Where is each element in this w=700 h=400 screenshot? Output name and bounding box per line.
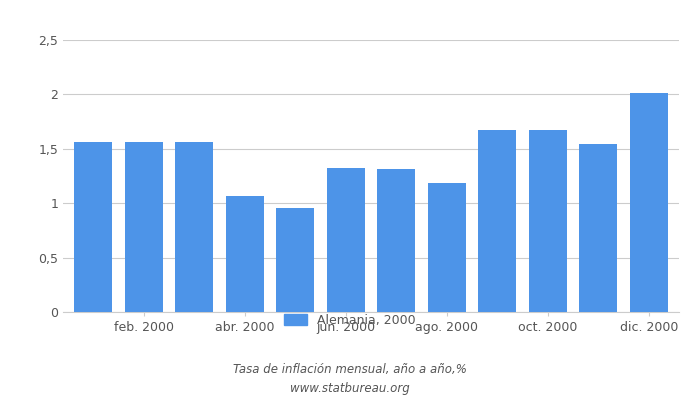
Bar [125, 142, 162, 312]
Bar [276, 208, 314, 312]
Bar [377, 170, 415, 312]
Text: Tasa de inflación mensual, año a año,%: Tasa de inflación mensual, año a año,% [233, 364, 467, 376]
Bar [175, 142, 214, 312]
Bar [226, 196, 264, 312]
Bar [630, 93, 668, 312]
Bar [327, 168, 365, 312]
Bar [74, 142, 112, 312]
Text: www.statbureau.org: www.statbureau.org [290, 382, 410, 395]
Bar [428, 182, 466, 312]
Legend: Alemania, 2000: Alemania, 2000 [279, 309, 421, 332]
Bar [478, 130, 516, 312]
Bar [580, 144, 617, 312]
Bar [528, 130, 567, 312]
